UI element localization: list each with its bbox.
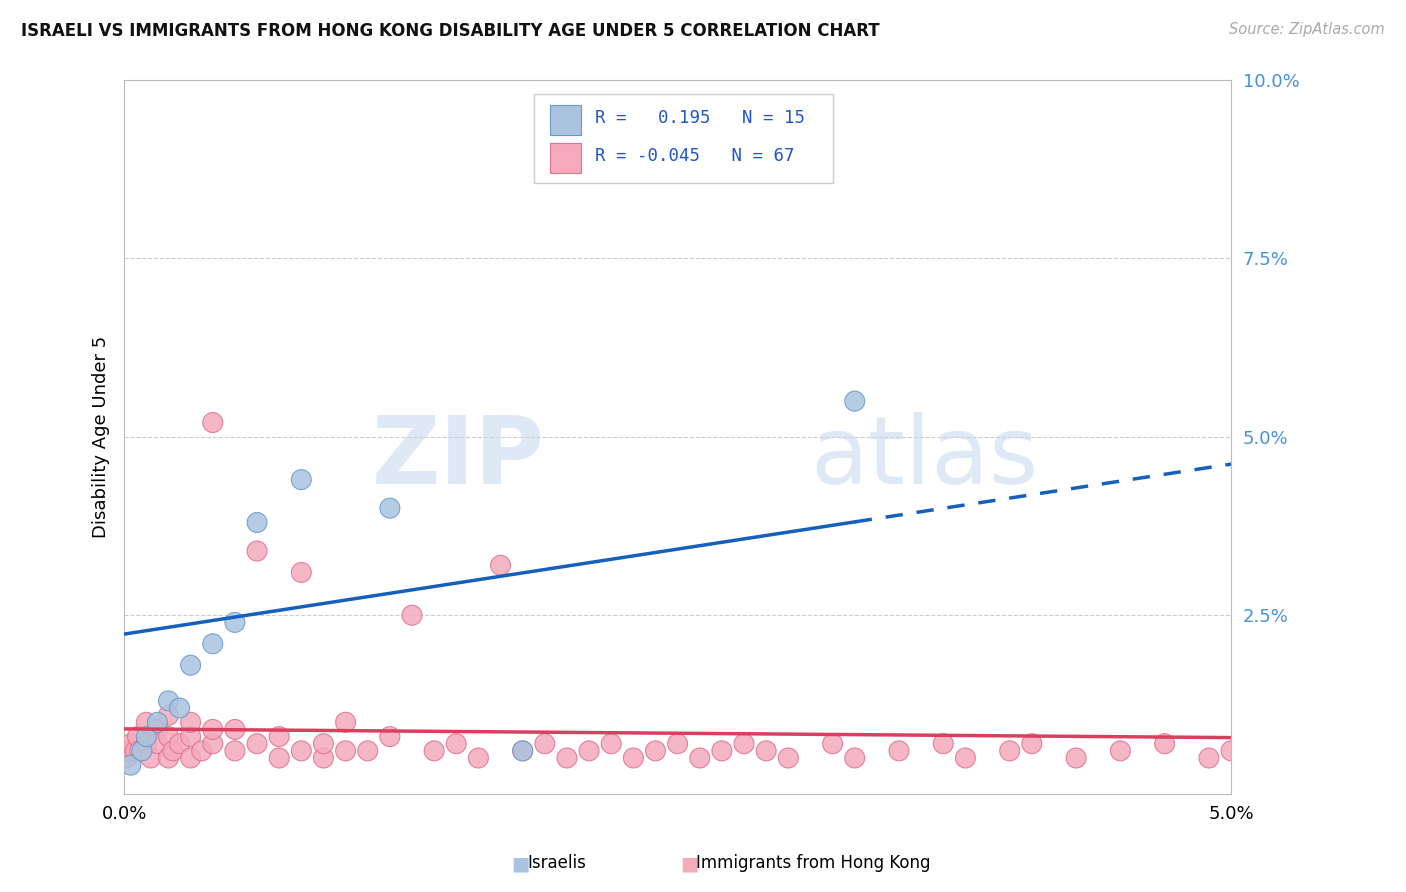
Ellipse shape xyxy=(159,748,179,768)
Ellipse shape xyxy=(357,741,378,761)
Ellipse shape xyxy=(136,727,156,747)
Ellipse shape xyxy=(623,748,644,768)
Ellipse shape xyxy=(336,741,356,761)
Ellipse shape xyxy=(734,98,754,119)
Ellipse shape xyxy=(121,734,141,754)
Ellipse shape xyxy=(136,713,156,732)
Ellipse shape xyxy=(1111,741,1130,761)
Ellipse shape xyxy=(225,613,245,632)
Ellipse shape xyxy=(756,741,776,761)
Ellipse shape xyxy=(845,392,865,411)
Ellipse shape xyxy=(128,727,148,747)
Ellipse shape xyxy=(579,741,599,761)
Ellipse shape xyxy=(468,748,488,768)
Bar xyxy=(550,105,581,135)
Ellipse shape xyxy=(956,748,976,768)
Ellipse shape xyxy=(117,748,136,768)
Ellipse shape xyxy=(534,734,555,754)
Text: ZIP: ZIP xyxy=(373,412,544,504)
Ellipse shape xyxy=(291,563,311,582)
Ellipse shape xyxy=(602,734,621,754)
Ellipse shape xyxy=(1066,748,1085,768)
Ellipse shape xyxy=(132,741,152,761)
Ellipse shape xyxy=(446,734,467,754)
Ellipse shape xyxy=(291,470,311,490)
Ellipse shape xyxy=(690,748,710,768)
Ellipse shape xyxy=(291,741,311,761)
Ellipse shape xyxy=(1199,748,1219,768)
Ellipse shape xyxy=(513,741,533,761)
Ellipse shape xyxy=(380,727,399,747)
Ellipse shape xyxy=(118,741,139,761)
Ellipse shape xyxy=(491,556,510,575)
Ellipse shape xyxy=(314,748,333,768)
Ellipse shape xyxy=(711,741,733,761)
Ellipse shape xyxy=(779,748,799,768)
Text: Source: ZipAtlas.com: Source: ZipAtlas.com xyxy=(1229,22,1385,37)
Ellipse shape xyxy=(1022,734,1042,754)
Ellipse shape xyxy=(380,499,399,518)
Text: ■: ■ xyxy=(510,854,530,873)
Ellipse shape xyxy=(180,713,201,732)
Ellipse shape xyxy=(247,734,267,754)
Ellipse shape xyxy=(191,741,212,761)
Ellipse shape xyxy=(1220,741,1241,761)
Y-axis label: Disability Age Under 5: Disability Age Under 5 xyxy=(93,335,110,538)
Ellipse shape xyxy=(402,606,422,625)
Text: R = -0.045   N = 67: R = -0.045 N = 67 xyxy=(595,147,794,165)
Ellipse shape xyxy=(159,706,179,725)
Ellipse shape xyxy=(202,634,222,654)
Ellipse shape xyxy=(1154,734,1174,754)
Ellipse shape xyxy=(513,741,533,761)
Ellipse shape xyxy=(136,734,156,754)
Ellipse shape xyxy=(425,741,444,761)
Ellipse shape xyxy=(314,734,333,754)
Text: ■: ■ xyxy=(679,854,699,873)
Ellipse shape xyxy=(269,748,290,768)
Ellipse shape xyxy=(336,713,356,732)
Ellipse shape xyxy=(225,720,245,739)
Text: atlas: atlas xyxy=(810,412,1039,504)
Ellipse shape xyxy=(247,541,267,561)
Ellipse shape xyxy=(180,748,201,768)
Ellipse shape xyxy=(141,748,160,768)
Ellipse shape xyxy=(823,734,842,754)
Ellipse shape xyxy=(148,713,167,732)
Bar xyxy=(550,143,581,173)
Text: ISRAELI VS IMMIGRANTS FROM HONG KONG DISABILITY AGE UNDER 5 CORRELATION CHART: ISRAELI VS IMMIGRANTS FROM HONG KONG DIS… xyxy=(21,22,880,40)
Ellipse shape xyxy=(159,727,179,747)
Ellipse shape xyxy=(180,727,201,747)
Ellipse shape xyxy=(163,741,183,761)
Ellipse shape xyxy=(1000,741,1019,761)
Ellipse shape xyxy=(202,720,222,739)
Ellipse shape xyxy=(247,513,267,533)
Ellipse shape xyxy=(202,734,222,754)
Ellipse shape xyxy=(225,741,245,761)
Ellipse shape xyxy=(889,741,908,761)
Ellipse shape xyxy=(170,734,190,754)
Ellipse shape xyxy=(129,741,149,761)
Ellipse shape xyxy=(159,691,179,711)
Ellipse shape xyxy=(202,413,222,433)
Text: Immigrants from Hong Kong: Immigrants from Hong Kong xyxy=(696,855,931,872)
Ellipse shape xyxy=(845,748,865,768)
Ellipse shape xyxy=(645,741,665,761)
Text: R =   0.195   N = 15: R = 0.195 N = 15 xyxy=(595,110,804,128)
Ellipse shape xyxy=(125,741,145,761)
Ellipse shape xyxy=(734,734,754,754)
Ellipse shape xyxy=(148,720,167,739)
Ellipse shape xyxy=(269,727,290,747)
Ellipse shape xyxy=(934,734,953,754)
Ellipse shape xyxy=(148,734,167,754)
Ellipse shape xyxy=(557,748,576,768)
Ellipse shape xyxy=(180,656,201,675)
Ellipse shape xyxy=(668,734,688,754)
Ellipse shape xyxy=(170,698,190,718)
Text: Israelis: Israelis xyxy=(527,855,586,872)
Ellipse shape xyxy=(121,756,141,775)
